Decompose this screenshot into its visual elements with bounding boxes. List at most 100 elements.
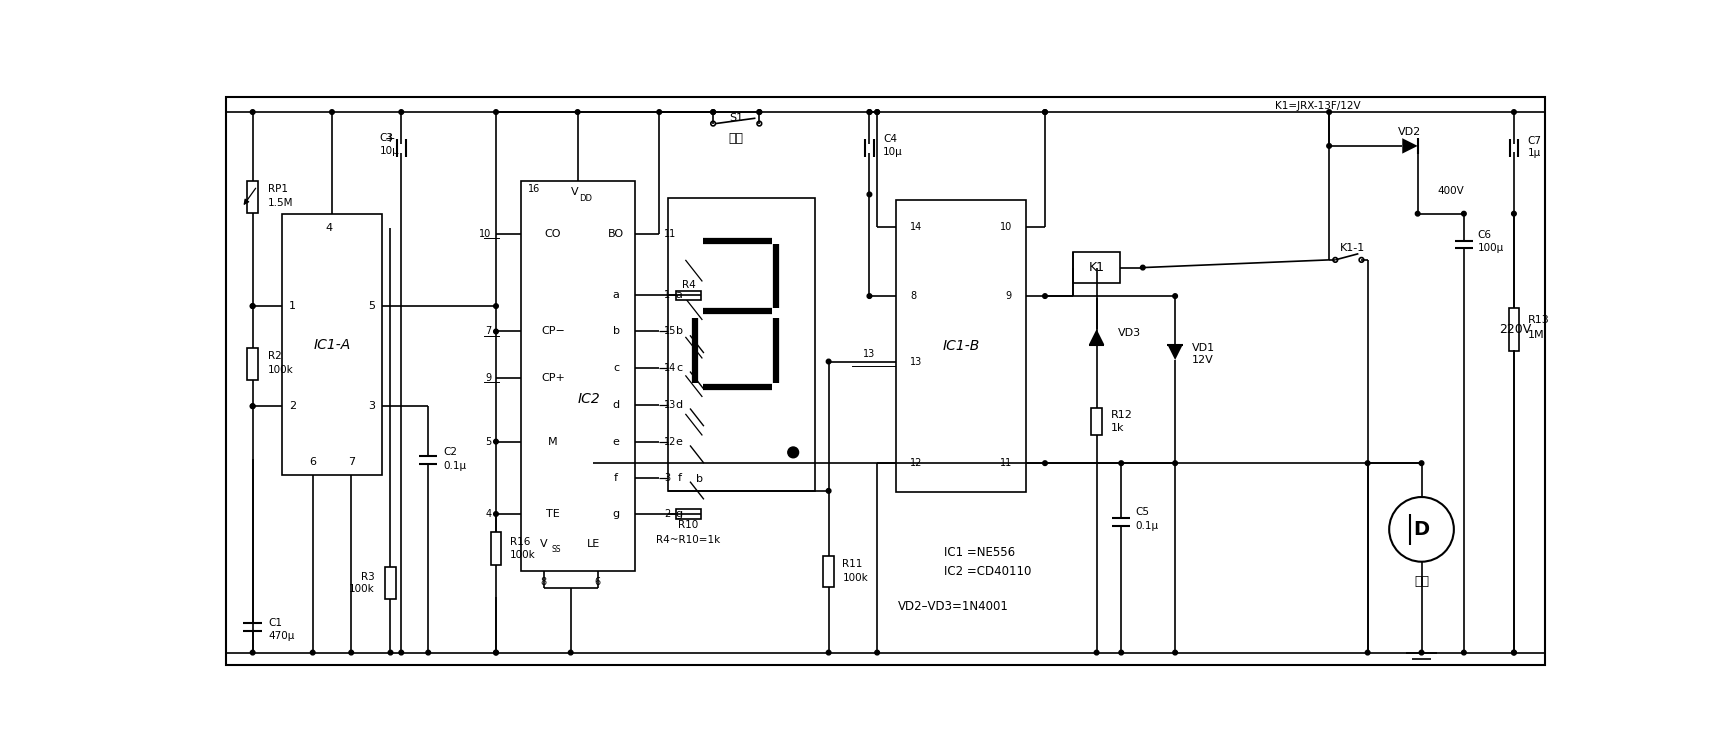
Text: 0.1μ: 0.1μ [1135, 520, 1158, 531]
Text: CP−: CP− [541, 326, 565, 336]
Circle shape [1419, 461, 1424, 465]
Circle shape [1042, 461, 1047, 465]
Circle shape [494, 512, 498, 516]
Text: RP1: RP1 [268, 184, 289, 194]
Circle shape [867, 192, 871, 197]
Text: 12: 12 [664, 437, 676, 446]
Text: 15: 15 [664, 326, 676, 336]
Text: VD3: VD3 [1118, 328, 1140, 338]
Circle shape [399, 650, 404, 655]
Circle shape [311, 650, 314, 655]
Text: R4~R10=1k: R4~R10=1k [657, 535, 721, 545]
Text: 10μ: 10μ [380, 146, 399, 155]
Text: 1k: 1k [1111, 423, 1123, 433]
Circle shape [867, 294, 871, 299]
Text: +: + [384, 132, 396, 145]
Text: 16: 16 [529, 184, 541, 194]
Text: 12V: 12V [1192, 355, 1213, 365]
Text: c: c [613, 363, 619, 372]
Circle shape [826, 359, 831, 364]
Text: 11: 11 [999, 458, 1013, 468]
Text: e: e [676, 437, 683, 446]
Text: 9: 9 [486, 372, 491, 383]
Text: CP+: CP+ [541, 372, 565, 383]
Text: 14: 14 [911, 222, 923, 231]
Text: C6: C6 [1477, 230, 1491, 241]
Text: g: g [676, 509, 683, 519]
Text: 400V: 400V [1438, 185, 1464, 195]
Polygon shape [1089, 329, 1104, 345]
Text: 220V: 220V [1500, 323, 1531, 336]
Text: 13: 13 [911, 357, 923, 366]
Text: 13: 13 [664, 400, 676, 409]
Circle shape [874, 110, 880, 115]
Circle shape [867, 110, 871, 115]
Text: DD: DD [579, 194, 591, 203]
Text: R12: R12 [1111, 410, 1132, 421]
Text: 14: 14 [664, 363, 676, 372]
Text: K1-1: K1-1 [1339, 244, 1365, 253]
Circle shape [389, 650, 392, 655]
Circle shape [1327, 143, 1332, 149]
Text: BO: BO [608, 228, 624, 239]
Text: R10: R10 [679, 520, 698, 530]
Text: 5: 5 [486, 437, 491, 446]
Text: 2: 2 [664, 509, 670, 519]
Text: a: a [613, 290, 620, 300]
Text: 13: 13 [864, 349, 876, 359]
Text: 100k: 100k [843, 573, 867, 583]
Circle shape [251, 110, 256, 115]
Text: VD2: VD2 [1398, 127, 1422, 137]
Text: 470μ: 470μ [268, 630, 294, 641]
Circle shape [867, 110, 871, 115]
Text: C5: C5 [1135, 507, 1149, 517]
Circle shape [710, 110, 715, 115]
Circle shape [1120, 650, 1123, 655]
Circle shape [425, 650, 430, 655]
Text: LE: LE [588, 539, 600, 549]
Circle shape [1415, 211, 1420, 216]
Circle shape [1327, 110, 1332, 115]
Text: 5: 5 [368, 301, 375, 311]
Text: 0.1μ: 0.1μ [444, 461, 467, 471]
Text: 8: 8 [911, 291, 916, 301]
Text: 1.5M: 1.5M [268, 198, 294, 208]
Bar [282, 213, 382, 476]
Circle shape [1462, 650, 1465, 655]
Text: VD1: VD1 [1192, 343, 1215, 354]
Circle shape [1042, 110, 1047, 115]
Text: C7: C7 [1528, 136, 1541, 146]
Text: C1: C1 [268, 618, 282, 628]
Circle shape [826, 650, 831, 655]
Circle shape [1365, 461, 1370, 465]
Text: g: g [612, 509, 620, 519]
Text: R16: R16 [510, 538, 530, 547]
Text: 3: 3 [664, 473, 670, 483]
Text: 1M: 1M [1528, 330, 1545, 340]
Text: 10: 10 [999, 222, 1013, 231]
Text: 100k: 100k [268, 365, 294, 375]
Bar [897, 200, 1026, 492]
Circle shape [1140, 265, 1146, 270]
Text: 插座: 插座 [1414, 575, 1429, 588]
Circle shape [494, 650, 498, 655]
Circle shape [788, 447, 798, 458]
Text: 6: 6 [309, 457, 316, 467]
Circle shape [251, 404, 256, 409]
Circle shape [1094, 650, 1099, 655]
Circle shape [251, 304, 256, 308]
Text: VD2–VD3=1N4001: VD2–VD3=1N4001 [899, 600, 1009, 613]
Text: 11: 11 [664, 228, 676, 239]
Text: a: a [676, 290, 683, 300]
Text: 1: 1 [289, 301, 295, 311]
Bar [520, 182, 634, 571]
Text: 复位: 复位 [729, 133, 743, 146]
Circle shape [1512, 650, 1515, 655]
Text: V: V [570, 187, 579, 197]
Text: 10: 10 [479, 228, 491, 239]
Text: b: b [696, 474, 703, 483]
Circle shape [399, 110, 404, 115]
Text: 12: 12 [911, 458, 923, 468]
Circle shape [1173, 650, 1177, 655]
Circle shape [1173, 461, 1177, 465]
